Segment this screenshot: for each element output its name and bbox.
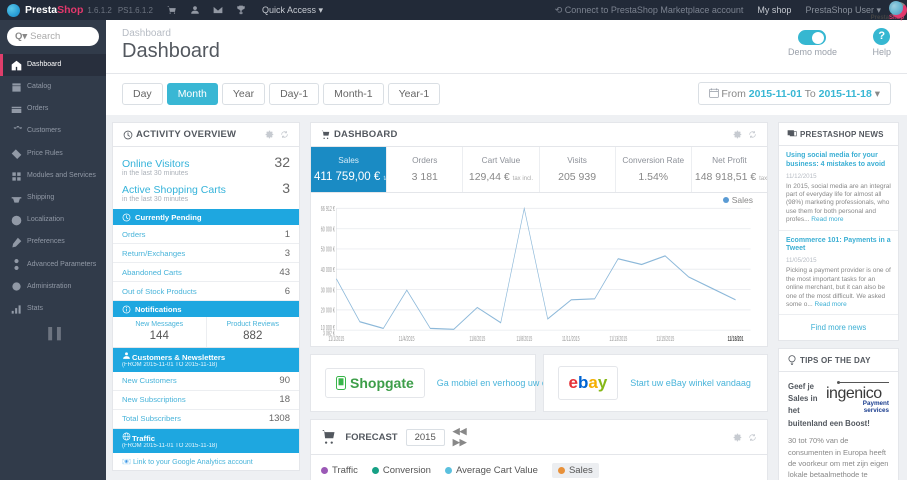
- svg-text:66 912 €: 66 912 €: [321, 206, 335, 214]
- svg-text:11/4/2015: 11/4/2015: [399, 336, 415, 344]
- svg-text:60 000 €: 60 000 €: [321, 226, 335, 234]
- svg-text:11/6/2015: 11/6/2015: [469, 336, 485, 344]
- svg-text:11/18/201: 11/18/201: [728, 336, 744, 344]
- svg-text:11/11/2015: 11/11/2015: [562, 336, 580, 344]
- svg-text:20 000 €: 20 000 €: [321, 308, 335, 316]
- svg-text:11/8/2015: 11/8/2015: [516, 336, 532, 344]
- svg-text:40 000 €: 40 000 €: [321, 267, 335, 275]
- svg-text:11/15/2015: 11/15/2015: [656, 336, 674, 344]
- svg-text:11/1/2015: 11/1/2015: [328, 336, 344, 344]
- svg-text:30 000 €: 30 000 €: [321, 287, 335, 295]
- svg-text:11/13/2015: 11/13/2015: [609, 336, 627, 344]
- svg-text:50 000 €: 50 000 €: [321, 247, 335, 255]
